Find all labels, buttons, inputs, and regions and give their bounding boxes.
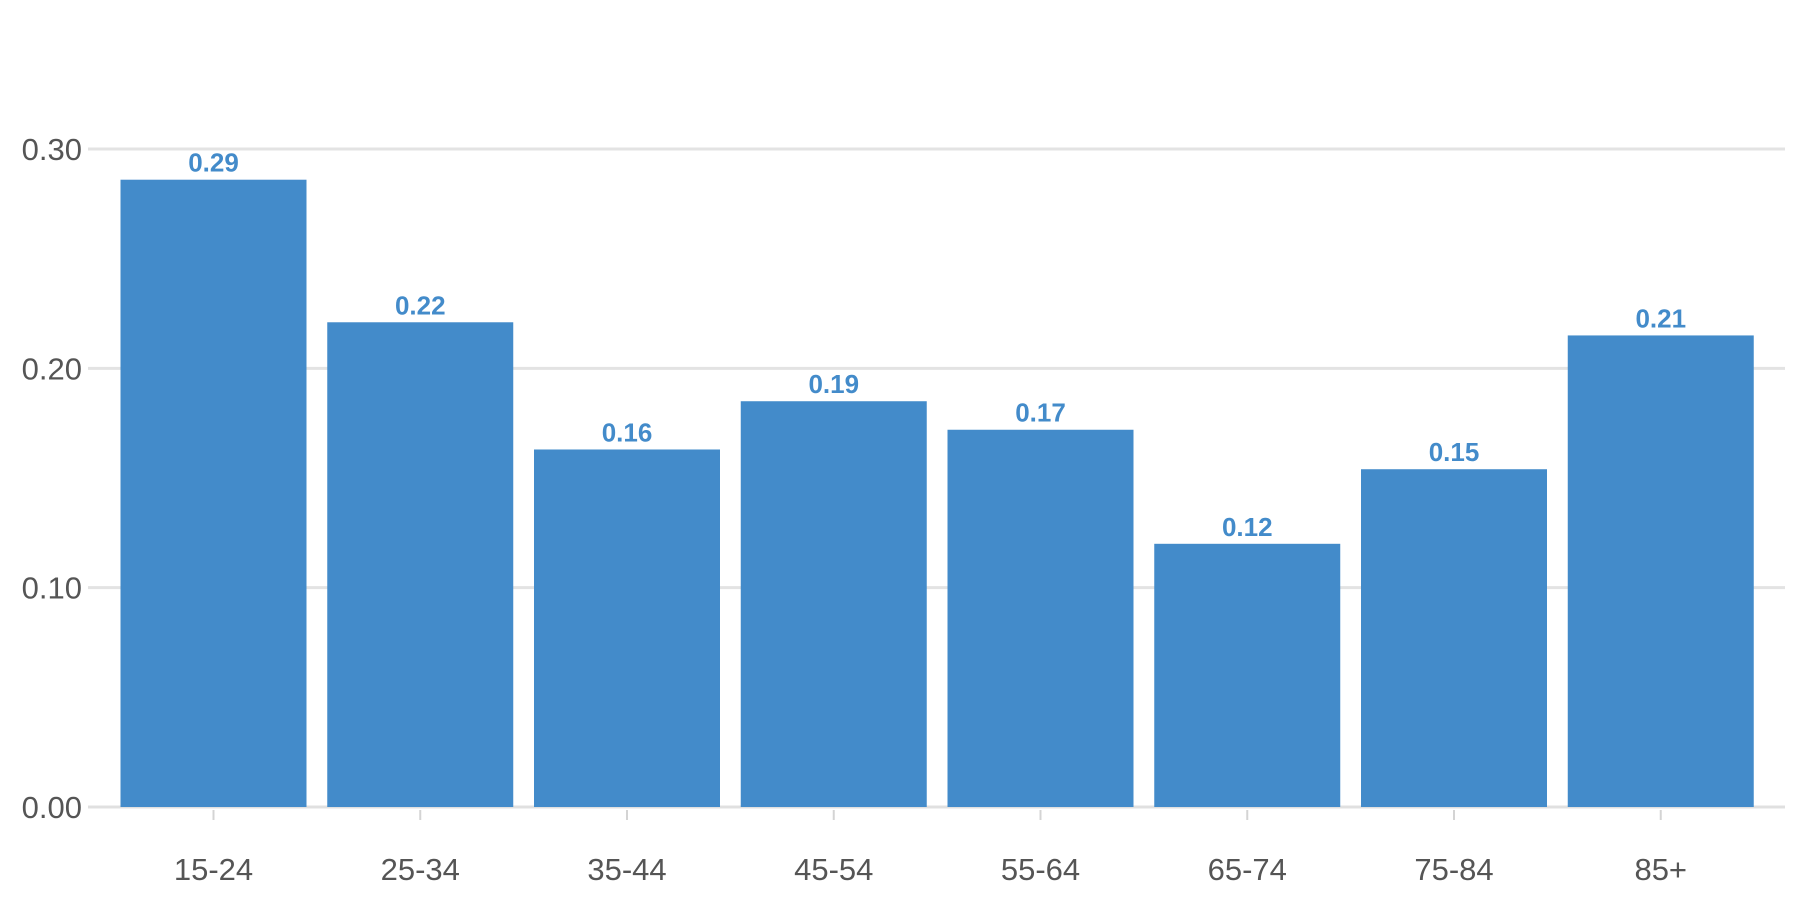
bars bbox=[120, 179, 1754, 807]
y-tick-label: 0.30 bbox=[22, 132, 82, 167]
bar bbox=[120, 179, 307, 807]
data-label: 0.22 bbox=[395, 290, 446, 320]
x-tick-label: 55-64 bbox=[1001, 852, 1080, 887]
bar bbox=[1567, 335, 1754, 807]
data-labels: 0.29 0.22 0.16 0.19 0.17 0.12 0.15 0.21 bbox=[188, 148, 1686, 542]
x-tick-label: 35-44 bbox=[587, 852, 666, 887]
x-tick-label: 85+ bbox=[1634, 852, 1687, 887]
y-tick-label: 0.20 bbox=[22, 351, 82, 386]
x-tick-label: 75-84 bbox=[1414, 852, 1493, 887]
bar bbox=[1361, 469, 1547, 807]
data-label: 0.12 bbox=[1222, 512, 1273, 542]
data-label: 0.29 bbox=[188, 148, 239, 178]
data-label: 0.15 bbox=[1429, 437, 1480, 467]
y-tick-label: 0.00 bbox=[22, 790, 82, 825]
data-label: 0.16 bbox=[602, 417, 653, 447]
bar bbox=[1154, 543, 1341, 807]
bar bbox=[327, 322, 514, 807]
x-tick-label: 45-54 bbox=[794, 852, 873, 887]
x-tick-label: 65-74 bbox=[1208, 852, 1287, 887]
data-label: 0.19 bbox=[808, 369, 859, 399]
bar bbox=[947, 429, 1134, 807]
x-tick-label: 25-34 bbox=[381, 852, 460, 887]
x-axis: 15-24 25-34 35-44 45-54 55-64 65-74 75-84 85+ bbox=[174, 810, 1687, 887]
data-label: 0.21 bbox=[1635, 303, 1686, 333]
data-label: 0.17 bbox=[1015, 398, 1066, 428]
bar bbox=[534, 449, 720, 807]
y-axis: 0.00 0.10 0.20 0.30 bbox=[22, 132, 82, 825]
y-tick-label: 0.10 bbox=[22, 571, 82, 606]
bar bbox=[740, 401, 927, 807]
x-tick-label: 15-24 bbox=[174, 852, 253, 887]
